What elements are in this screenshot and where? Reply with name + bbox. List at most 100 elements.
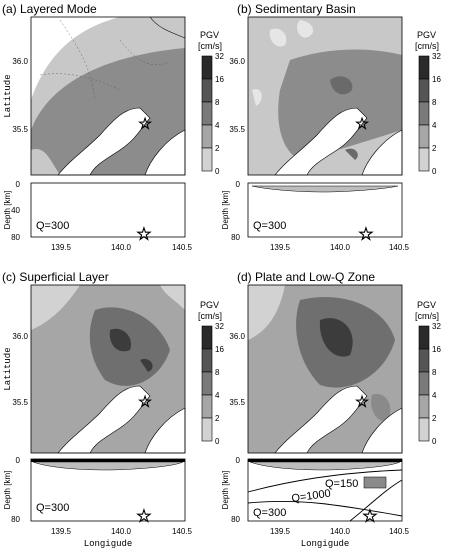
- lat-axis-label: Latitude: [3, 74, 13, 117]
- tokyo-bay-land-mask: [274, 107, 368, 176]
- colorbar: PGV[cm/s]32 16 8 4 2 0: [198, 30, 224, 176]
- panel-c: (c) Superficial Layer ☆ Latitude 36.0 35…: [2, 270, 193, 549]
- lat-tick: 35.5: [12, 125, 28, 134]
- colorbar-tick: 16: [215, 345, 224, 354]
- colorbar-title: PGV: [417, 30, 436, 40]
- hypocenter-star: ☆: [358, 224, 374, 244]
- sediment-layer: [251, 185, 399, 193]
- superficial-layer: [31, 459, 185, 462]
- q-label: Q=1000: [291, 488, 332, 505]
- lon-tick: 139.5: [270, 243, 291, 252]
- colorbar: PGV[cm/s]32 16 8 4 2 0: [198, 300, 224, 446]
- depth-tick: 0: [236, 456, 241, 465]
- lon-tick: 140.0: [330, 527, 351, 536]
- colorbar-segment: [201, 348, 213, 373]
- depth-tick: 80: [231, 233, 240, 242]
- plate-boundary-lower: [247, 500, 403, 517]
- colorbar-tick: 32: [215, 322, 224, 331]
- colorbar-segment: [201, 147, 213, 172]
- q-label: Q=300: [253, 220, 286, 232]
- colorbar-unit: [cm/s]: [198, 311, 222, 321]
- lat-tick: 36.0: [12, 57, 28, 66]
- colorbar-segment: [418, 101, 430, 126]
- lon-tick: 140.0: [111, 527, 132, 536]
- colorbar-tick: 8: [432, 368, 437, 377]
- q-label: Q=150: [325, 478, 358, 490]
- depth-section: [30, 182, 186, 238]
- depth-tick: 80: [11, 233, 20, 242]
- tokyo-bay-land-mask: [57, 107, 151, 176]
- depth-axis-label: Depth [km]: [221, 191, 230, 230]
- panel-title: (d) Plate and Low-Q Zone: [237, 270, 375, 284]
- epicenter-star: ☆: [138, 116, 152, 133]
- panel-a: (a) Layered Mode ☆ Latitude 36.0 35.5 Q=…: [2, 2, 193, 252]
- colorbar-segment: [418, 417, 430, 442]
- depth-axis-label: Depth [km]: [221, 471, 230, 510]
- panel-d: (d) Plate and Low-Q Zone ☆ 36.0 35.5 Q=1…: [221, 270, 410, 549]
- colorbar-tick: 8: [215, 368, 220, 377]
- colorbar-tick: 2: [432, 144, 437, 153]
- colorbar-tick: 8: [432, 98, 437, 107]
- depth-tick: 0: [16, 456, 21, 465]
- colorbar-segment: [201, 124, 213, 149]
- colorbar-tick: 4: [215, 121, 220, 130]
- lon-tick: 140.5: [172, 243, 193, 252]
- epicenter-star: ☆: [355, 116, 369, 133]
- colorbar-tick: 32: [432, 52, 441, 61]
- colorbar-segment: [418, 124, 430, 149]
- colorbar-unit: [cm/s]: [198, 41, 222, 51]
- colorbar-tick: 4: [215, 391, 220, 400]
- lon-tick: 140.5: [389, 243, 410, 252]
- colorbar: PGV[cm/s]32 16 8 4 2 0: [415, 300, 441, 446]
- colorbar-segment: [201, 55, 213, 80]
- colorbar-title: PGV: [200, 30, 219, 40]
- colorbar-segment: [418, 147, 430, 172]
- colorbar-title: PGV: [200, 300, 219, 310]
- colorbar-tick: 0: [432, 437, 437, 446]
- low-q-zone: [363, 476, 387, 489]
- lat-axis-label: Latitude: [3, 347, 13, 390]
- depth-axis-label: Depth [km]: [3, 191, 12, 230]
- lat-tick: 36.0: [12, 332, 28, 341]
- q-label: Q=300: [253, 507, 286, 519]
- lon-tick: 140.5: [172, 527, 193, 536]
- colorbar-tick: 16: [432, 75, 441, 84]
- lat-tick: 35.5: [12, 398, 28, 407]
- panel-title: (c) Superficial Layer: [2, 270, 109, 284]
- colorbar-segment: [201, 371, 213, 396]
- colorbar-tick: 4: [432, 121, 437, 130]
- panel-title: (a) Layered Mode: [2, 2, 97, 16]
- colorbar-unit: [cm/s]: [415, 311, 439, 321]
- lon-tick: 140.0: [111, 243, 132, 252]
- hypocenter-star: ☆: [136, 224, 152, 244]
- lon-tick: 139.5: [51, 243, 72, 252]
- colorbar-tick: 0: [215, 437, 220, 446]
- lon-tick: 140.0: [330, 243, 351, 252]
- colorbar-segment: [418, 394, 430, 419]
- colorbar-tick: 2: [432, 414, 437, 423]
- depth-tick: 0: [236, 180, 241, 189]
- q-label: Q=300: [36, 220, 69, 232]
- colorbar-tick: 0: [432, 167, 437, 176]
- tokyo-bay-land-mask: [274, 385, 368, 454]
- hypocenter-star: ☆: [136, 506, 152, 526]
- colorbar-segment: [418, 348, 430, 373]
- lat-tick: 35.5: [229, 398, 245, 407]
- depth-tick: 0: [16, 180, 21, 189]
- plate-boundary-upper: [247, 469, 403, 493]
- colorbar-segment: [201, 394, 213, 419]
- colorbar-tick: 32: [432, 322, 441, 331]
- colorbar-segment: [418, 371, 430, 396]
- hypocenter-star: ☆: [362, 506, 378, 526]
- colorbar-tick: 32: [215, 52, 224, 61]
- epicenter-star: ☆: [138, 394, 152, 411]
- depth-tick: 80: [231, 515, 240, 524]
- colorbar-tick: 4: [432, 391, 437, 400]
- colorbar-segment: [418, 55, 430, 80]
- colorbar-segment: [201, 78, 213, 103]
- lat-tick: 36.0: [229, 57, 245, 66]
- colorbar-title: PGV: [417, 300, 436, 310]
- colorbar: PGV[cm/s]32 16 8 4 2 0: [415, 30, 441, 176]
- depth-tick: 40: [11, 206, 20, 215]
- colorbar-unit: [cm/s]: [415, 41, 439, 51]
